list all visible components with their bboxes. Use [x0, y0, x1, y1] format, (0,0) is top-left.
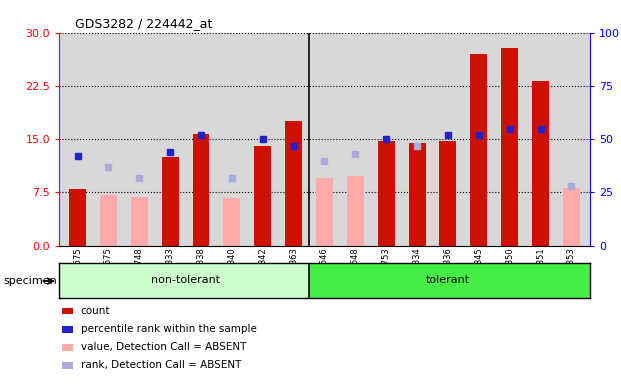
Bar [285, 121, 302, 246]
Bar [131, 197, 148, 246]
Bar [409, 143, 425, 246]
Bar [309, 263, 590, 298]
Bar [440, 141, 456, 246]
Bar [100, 195, 117, 246]
Bar [501, 48, 518, 246]
Text: count: count [81, 306, 111, 316]
Text: value, Detection Call = ABSENT: value, Detection Call = ABSENT [81, 342, 246, 352]
Bar [59, 263, 309, 298]
Bar [69, 189, 86, 246]
Bar [532, 81, 549, 246]
Bar [563, 187, 580, 246]
Bar [193, 134, 209, 246]
Bar [316, 178, 333, 246]
Bar [347, 176, 364, 246]
Text: non-tolerant: non-tolerant [151, 275, 220, 285]
Text: rank, Detection Call = ABSENT: rank, Detection Call = ABSENT [81, 360, 241, 370]
Bar [161, 157, 179, 246]
Text: specimen: specimen [3, 276, 57, 286]
Text: percentile rank within the sample: percentile rank within the sample [81, 324, 256, 334]
Bar [254, 146, 271, 246]
Bar [224, 198, 240, 246]
Bar [470, 54, 487, 246]
Bar [378, 141, 395, 246]
Text: GDS3282 / 224442_at: GDS3282 / 224442_at [75, 17, 212, 30]
Text: tolerant: tolerant [426, 275, 470, 285]
